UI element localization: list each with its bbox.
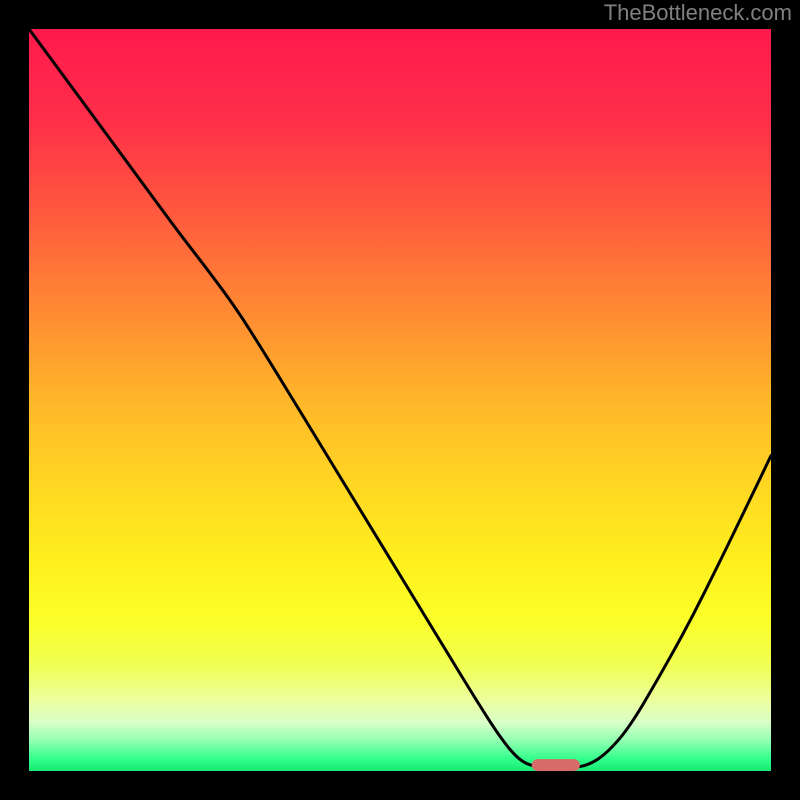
chart-container: TheBottleneck.com xyxy=(0,0,800,800)
bottleneck-chart xyxy=(0,0,800,800)
optimal-marker xyxy=(532,759,580,771)
plot-gradient-background xyxy=(29,29,771,771)
watermark-text: TheBottleneck.com xyxy=(604,0,792,26)
